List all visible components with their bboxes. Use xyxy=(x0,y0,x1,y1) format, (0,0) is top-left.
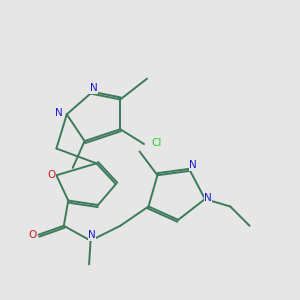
Text: N: N xyxy=(189,160,197,170)
Text: N: N xyxy=(88,230,96,240)
Text: N: N xyxy=(204,193,212,202)
Text: Cl: Cl xyxy=(152,138,162,148)
Text: O: O xyxy=(28,230,36,240)
Text: N: N xyxy=(56,108,63,118)
Text: O: O xyxy=(47,170,55,180)
Text: N: N xyxy=(90,83,98,93)
